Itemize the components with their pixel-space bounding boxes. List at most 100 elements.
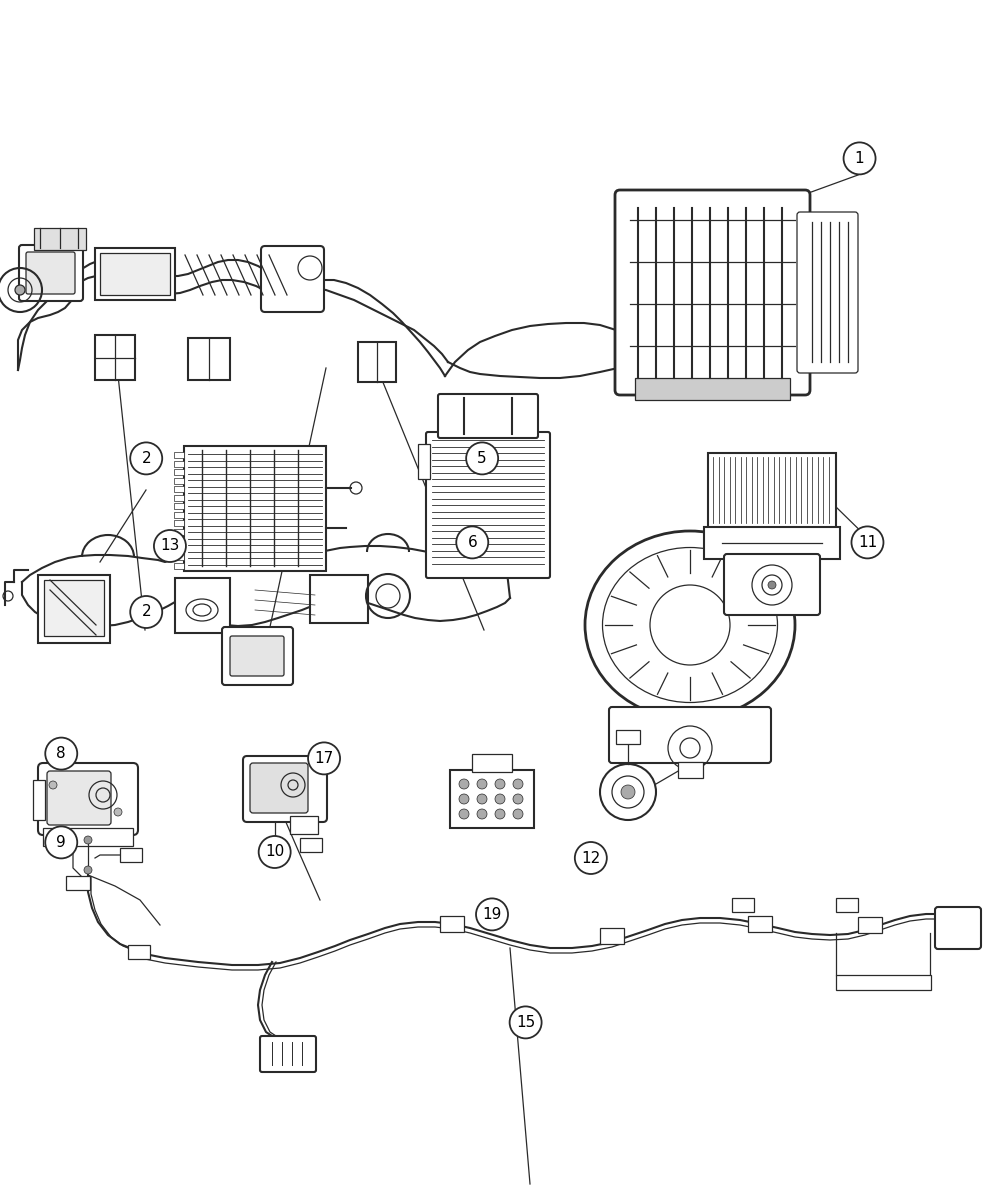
Bar xyxy=(836,898,858,912)
Circle shape xyxy=(513,794,523,804)
Text: 8: 8 xyxy=(56,746,66,761)
FancyBboxPatch shape xyxy=(260,1036,316,1072)
Circle shape xyxy=(477,794,487,804)
Text: 17: 17 xyxy=(314,751,334,766)
FancyBboxPatch shape xyxy=(19,245,83,301)
Text: 9: 9 xyxy=(56,835,66,850)
Bar xyxy=(128,946,150,959)
Bar xyxy=(174,511,184,517)
Circle shape xyxy=(459,779,469,790)
Circle shape xyxy=(459,809,469,818)
Text: 2: 2 xyxy=(141,451,151,466)
FancyBboxPatch shape xyxy=(935,907,981,949)
Bar xyxy=(174,563,184,569)
Text: 6: 6 xyxy=(467,535,477,550)
FancyBboxPatch shape xyxy=(38,763,138,835)
Bar xyxy=(708,452,836,528)
Text: 10: 10 xyxy=(265,845,285,859)
Circle shape xyxy=(852,527,883,558)
Bar xyxy=(290,816,318,834)
Circle shape xyxy=(308,743,340,774)
FancyBboxPatch shape xyxy=(261,246,324,312)
Bar xyxy=(66,876,90,890)
Circle shape xyxy=(495,809,505,818)
Bar xyxy=(174,494,184,500)
FancyBboxPatch shape xyxy=(250,763,308,814)
Text: 11: 11 xyxy=(858,535,877,550)
Text: 12: 12 xyxy=(581,851,601,865)
Bar xyxy=(33,780,45,820)
FancyBboxPatch shape xyxy=(243,756,327,822)
Bar xyxy=(175,578,230,634)
FancyBboxPatch shape xyxy=(26,252,75,294)
Circle shape xyxy=(510,1007,541,1038)
Circle shape xyxy=(513,779,523,790)
Bar xyxy=(174,528,184,534)
Bar xyxy=(34,228,86,250)
Ellipse shape xyxy=(603,547,778,702)
Bar xyxy=(678,762,703,778)
Text: 2: 2 xyxy=(141,605,151,619)
Bar xyxy=(174,554,184,560)
Circle shape xyxy=(768,581,776,589)
Bar xyxy=(440,916,464,932)
Bar xyxy=(100,253,170,295)
Circle shape xyxy=(476,899,508,930)
Circle shape xyxy=(49,781,57,790)
Bar xyxy=(836,974,931,990)
Circle shape xyxy=(130,596,162,628)
Bar xyxy=(174,520,184,526)
Circle shape xyxy=(477,779,487,790)
Bar xyxy=(174,503,184,509)
FancyBboxPatch shape xyxy=(609,707,771,763)
Bar xyxy=(188,338,230,380)
Bar xyxy=(310,575,368,623)
FancyBboxPatch shape xyxy=(615,190,810,395)
Bar xyxy=(616,730,640,744)
Text: 5: 5 xyxy=(477,451,487,466)
FancyBboxPatch shape xyxy=(230,636,284,676)
Circle shape xyxy=(130,443,162,474)
Bar xyxy=(95,248,175,300)
Bar xyxy=(38,575,110,643)
Text: 15: 15 xyxy=(516,1015,535,1030)
Bar xyxy=(174,461,184,467)
Circle shape xyxy=(45,827,77,858)
Bar xyxy=(450,770,534,828)
Circle shape xyxy=(154,530,186,562)
Bar xyxy=(174,546,184,552)
Circle shape xyxy=(621,785,635,799)
Circle shape xyxy=(513,809,523,818)
Bar xyxy=(858,917,882,934)
Bar xyxy=(174,469,184,475)
Circle shape xyxy=(466,443,498,474)
FancyBboxPatch shape xyxy=(47,770,111,826)
FancyBboxPatch shape xyxy=(222,626,293,685)
Bar xyxy=(174,452,184,458)
Circle shape xyxy=(45,738,77,769)
Bar xyxy=(732,898,754,912)
Ellipse shape xyxy=(585,530,795,719)
Bar xyxy=(300,838,322,852)
Text: 19: 19 xyxy=(482,907,502,922)
Bar xyxy=(95,335,135,380)
Circle shape xyxy=(84,866,92,874)
Circle shape xyxy=(495,794,505,804)
Circle shape xyxy=(84,836,92,844)
Bar xyxy=(43,828,133,846)
Circle shape xyxy=(271,836,279,844)
Bar xyxy=(174,486,184,492)
Bar xyxy=(174,478,184,484)
Circle shape xyxy=(15,284,25,295)
Circle shape xyxy=(495,779,505,790)
Circle shape xyxy=(844,143,875,174)
Bar xyxy=(120,848,142,862)
FancyBboxPatch shape xyxy=(724,554,820,614)
Bar xyxy=(472,754,512,772)
Circle shape xyxy=(259,836,290,868)
Bar xyxy=(184,446,326,571)
FancyBboxPatch shape xyxy=(438,394,538,438)
FancyBboxPatch shape xyxy=(426,432,550,578)
FancyBboxPatch shape xyxy=(797,212,858,373)
Circle shape xyxy=(114,808,122,816)
